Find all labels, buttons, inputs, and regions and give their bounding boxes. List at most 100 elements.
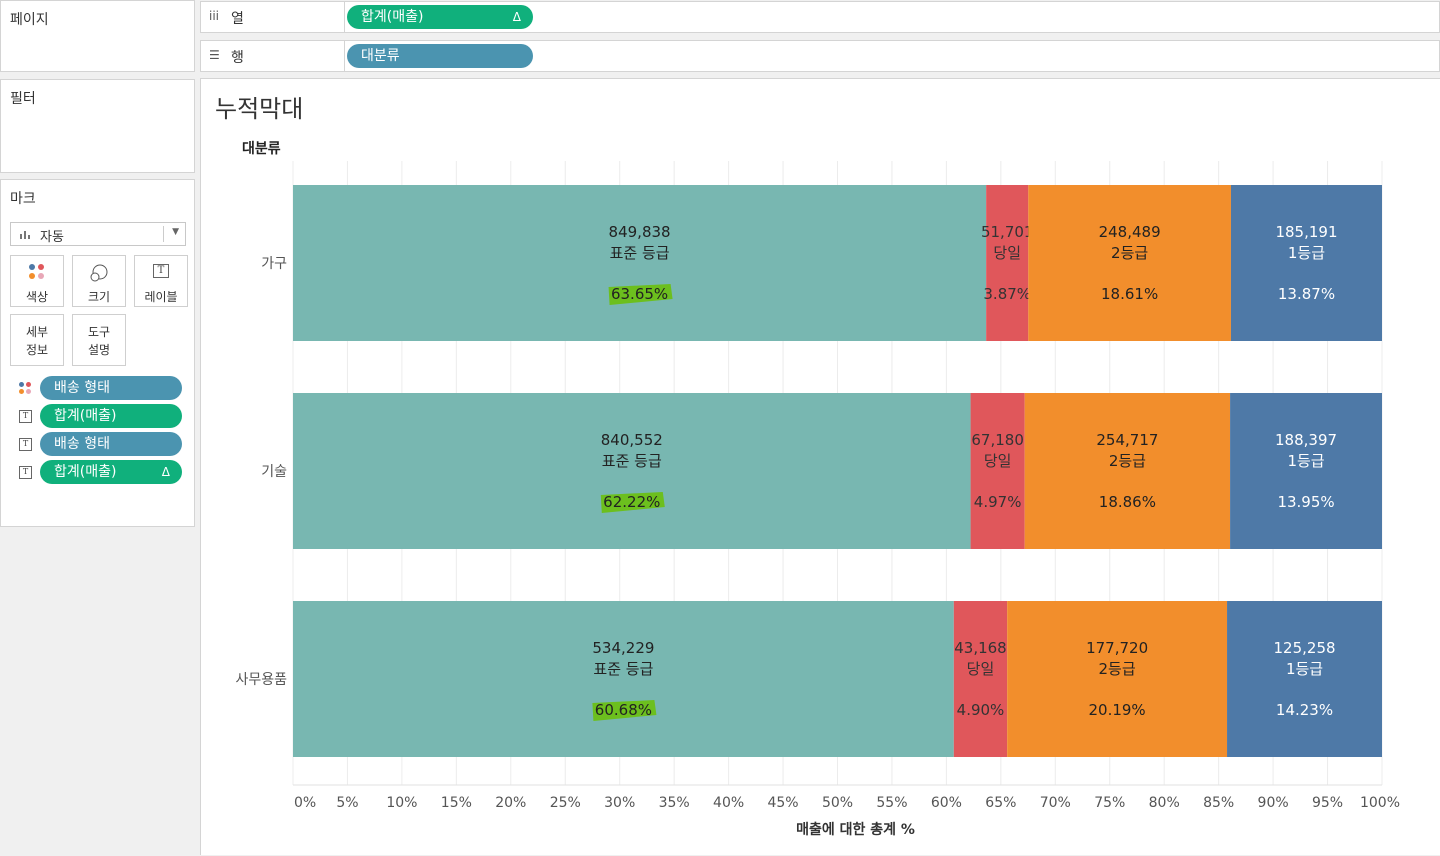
pages-card[interactable]: 페이지	[0, 0, 195, 72]
x-tick-label: 95%	[1312, 795, 1343, 811]
category-label: 사무용품	[235, 672, 287, 688]
color-button[interactable]: 색상	[10, 255, 64, 307]
label-button[interactable]: T 레이블	[134, 255, 188, 307]
percent-label: 62.22%	[603, 493, 660, 511]
detail-button[interactable]: 세부 정보	[10, 314, 64, 366]
series-label: 1등급	[1288, 244, 1325, 262]
bar-segment	[953, 601, 1008, 757]
percent-label: 4.90%	[957, 701, 1005, 719]
amount-label: 43,168	[954, 639, 1007, 657]
tooltip-button[interactable]: 도구 설명	[72, 314, 126, 366]
rows-label: 행	[231, 50, 244, 66]
field-pill[interactable]: 배송 형태	[40, 376, 182, 400]
bar-segment	[293, 393, 971, 549]
x-tick-label: 0%	[294, 795, 316, 811]
bar-segment	[293, 601, 954, 757]
highlight-mark	[600, 492, 665, 513]
tooltip-label-1: 도구	[87, 325, 111, 339]
columns-pill[interactable]: 합계(매출) Δ	[347, 5, 533, 29]
series-label: 당일	[984, 452, 1012, 470]
dropdown-divider	[163, 226, 164, 242]
amount-label: 534,229	[592, 639, 654, 657]
rows-shelf-label: ☰ 행	[201, 41, 345, 71]
mark-field-label[interactable]: T 배송 형태	[19, 432, 183, 456]
x-tick-label: 15%	[441, 795, 472, 811]
percent-label: 13.95%	[1277, 493, 1334, 511]
color-dots-icon	[19, 382, 32, 395]
detail-label-1: 세부	[25, 325, 49, 339]
x-tick-label: 30%	[604, 795, 635, 811]
x-tick-label: 45%	[767, 795, 798, 811]
percent-label: 4.97%	[974, 493, 1022, 511]
series-label: 표준 등급	[602, 452, 662, 470]
percent-label: 18.61%	[1101, 285, 1158, 303]
delta-icon: Δ	[512, 10, 521, 24]
text-label-icon: T	[19, 410, 32, 423]
mark-type-dropdown[interactable]: 자동 ▼	[10, 222, 186, 246]
x-tick-label: 85%	[1203, 795, 1234, 811]
x-tick-label: 75%	[1094, 795, 1125, 811]
x-axis-title: 매출에 대한 총계 %	[796, 821, 915, 838]
columns-label: 열	[231, 11, 244, 27]
series-label: 당일	[967, 660, 995, 678]
delta-icon: Δ	[161, 465, 170, 479]
size-circles-icon	[90, 264, 108, 282]
series-label: 2등급	[1111, 244, 1148, 262]
series-label: 표준 등급	[610, 244, 670, 262]
x-tick-label: 10%	[386, 795, 417, 811]
bar-segment	[1227, 601, 1382, 757]
filters-card[interactable]: 필터	[0, 79, 195, 173]
x-tick-label: 90%	[1258, 795, 1289, 811]
bar-segment	[1230, 185, 1382, 341]
amount-label: 125,258	[1274, 639, 1336, 657]
mark-field-label[interactable]: T 합계(매출) Δ	[19, 460, 183, 484]
bar-segment	[1024, 393, 1231, 549]
field-pill-delta[interactable]: 합계(매출) Δ	[40, 460, 182, 484]
x-tick-label: 55%	[876, 795, 907, 811]
x-tick-label: 20%	[495, 795, 526, 811]
x-tick-label: 35%	[659, 795, 690, 811]
series-label: 2등급	[1099, 660, 1136, 678]
percent-label: 14.23%	[1276, 701, 1333, 719]
mark-field-color[interactable]: 배송 형태	[19, 376, 183, 400]
bar-segment	[986, 185, 1029, 341]
series-label: 1등급	[1287, 452, 1324, 470]
series-label: 2등급	[1109, 452, 1146, 470]
size-button[interactable]: 크기	[72, 255, 126, 307]
row-header: 대분류	[242, 141, 281, 157]
text-label-icon: T	[19, 438, 32, 451]
field-pill[interactable]: 배송 형태	[40, 432, 182, 456]
bar-segment	[1230, 393, 1382, 549]
columns-pill-label: 합계(매출)	[361, 9, 424, 25]
bar-segment	[293, 185, 987, 341]
mark-type-value: 자동	[40, 230, 64, 245]
pages-title: 페이지	[10, 12, 49, 28]
highlight-mark	[608, 284, 673, 305]
amount-label: 67,180	[971, 431, 1024, 449]
category-label: 가구	[261, 256, 287, 272]
chevron-down-icon[interactable]: ▼	[172, 227, 179, 237]
amount-label: 188,397	[1275, 431, 1337, 449]
x-tick-label: 40%	[713, 795, 744, 811]
tooltip-label-2: 설명	[87, 343, 111, 357]
color-button-label: 색상	[25, 290, 49, 304]
color-dots-icon	[29, 264, 45, 280]
category-label: 기술	[261, 464, 287, 480]
x-tick-label: 80%	[1149, 795, 1180, 811]
series-label: 1등급	[1286, 660, 1323, 678]
percent-label: 20.19%	[1088, 701, 1145, 719]
sheet-title: 누적막대	[215, 95, 303, 123]
amount-label: 177,720	[1086, 639, 1148, 657]
field-pill[interactable]: 합계(매출)	[40, 404, 182, 428]
columns-shelf[interactable]: iii 열 합계(매출) Δ	[200, 1, 1440, 33]
amount-label: 51,701	[981, 223, 1034, 241]
rows-shelf[interactable]: ☰ 행 대분류	[200, 40, 1440, 72]
bar-chart-icon	[20, 231, 30, 239]
mark-field-label[interactable]: T 합계(매출)	[19, 404, 183, 428]
amount-label: 840,552	[601, 431, 663, 449]
x-tick-label: 50%	[822, 795, 853, 811]
rows-pill[interactable]: 대분류	[347, 44, 533, 68]
text-label-icon: T	[19, 466, 32, 479]
bar-segment	[1007, 601, 1228, 757]
